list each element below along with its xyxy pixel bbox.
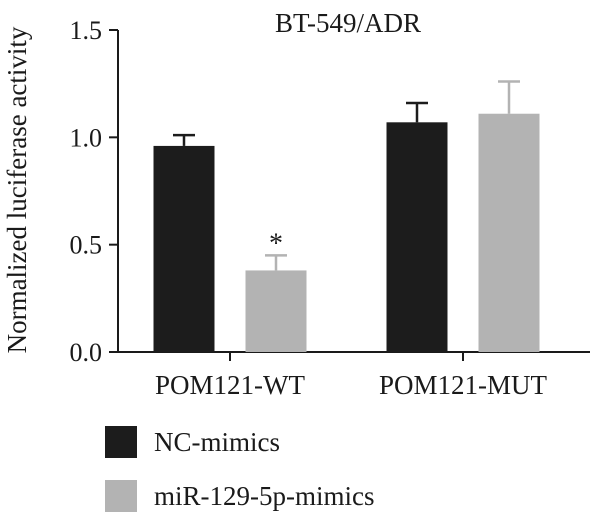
y-tick-label: 1.5 bbox=[70, 16, 103, 45]
chart-title: BT-549/ADR bbox=[275, 8, 421, 38]
y-tick-label: 1.0 bbox=[70, 123, 103, 152]
bar bbox=[153, 145, 215, 352]
legend-item-mir-129-5p-mimics: miR-129-5p-mimics bbox=[105, 476, 374, 516]
x-tick-label: POM121-WT bbox=[155, 370, 305, 400]
legend-label: NC-mimics bbox=[154, 426, 280, 457]
bar bbox=[478, 113, 540, 352]
legend-swatch-mir-129-5p-mimics bbox=[105, 480, 137, 512]
legend-label: miR-129-5p-mimics bbox=[154, 480, 375, 511]
bar bbox=[386, 122, 448, 352]
y-tick-label: 0.5 bbox=[70, 231, 103, 260]
legend: NC-mimics miR-129-5p-mimics bbox=[105, 422, 374, 530]
legend-swatch-nc-mimics bbox=[105, 426, 137, 458]
significance-marker: * bbox=[269, 228, 283, 259]
bar bbox=[245, 270, 307, 352]
x-tick-label: POM121-MUT bbox=[379, 370, 548, 400]
plot-area: 0.0 0.5 1.0 1.5 POM121-WT POM121-MUT * bbox=[70, 16, 590, 400]
y-axis-label: Normalized luciferase activity bbox=[2, 26, 32, 353]
legend-item-nc-mimics: NC-mimics bbox=[105, 422, 374, 462]
y-tick-label: 0.0 bbox=[70, 338, 103, 367]
bar-chart: BT-549/ADR Normalized luciferase activit… bbox=[2, 8, 590, 400]
